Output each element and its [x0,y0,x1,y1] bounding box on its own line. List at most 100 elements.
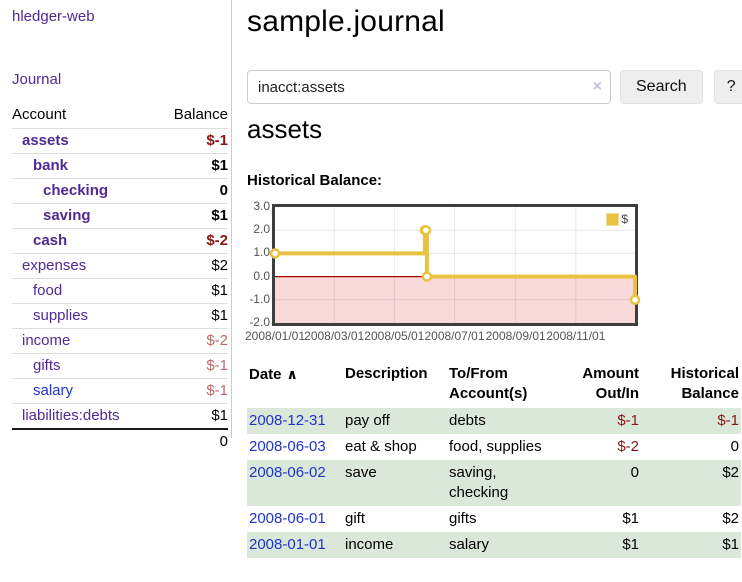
sidebar: hledger-web Journal Account Balance asse… [0,0,232,454]
sort-asc-icon: ∧ [286,366,298,382]
transaction-description: eat & shop [345,438,417,455]
transaction-balance: $-1 [717,412,739,429]
accounts-total-spacer [12,428,156,454]
x-tick-label: 2008/03/01 [304,329,365,343]
accounts-table-header: Account Balance [12,102,228,129]
transaction-balance: $2 [722,464,739,481]
account-link[interactable]: cash [33,232,68,249]
transaction-date-link[interactable]: 2008-06-02 [249,464,326,481]
account-row: cash $-2 [12,228,228,254]
transaction-row: 2008-06-03 eat & shop food, supplies $-2… [247,434,741,460]
account-balance: $-1 [155,378,228,404]
header-description: Description [345,365,428,382]
search-button[interactable]: Search [620,70,703,104]
account-balance: $-2 [155,328,228,354]
y-tick-label: 2.0 [253,222,270,237]
account-link[interactable]: saving [43,207,91,224]
chart-title: Historical Balance: [247,172,383,189]
header-amount: Amount Out/In [582,365,639,402]
account-link[interactable]: assets [22,132,69,149]
transaction-balance: $2 [722,510,739,527]
transaction-amount: $1 [622,536,639,553]
search-input[interactable] [247,70,611,104]
x-tick-label: 2008/01/01 [244,329,306,343]
transaction-accounts: saving, checking [449,464,509,501]
account-row: food $1 [12,278,228,304]
series-label: $ [621,212,628,226]
account-row: checking 0 [12,178,228,204]
account-link[interactable]: checking [43,182,109,199]
transaction-description: gift [345,510,366,527]
transactions-table: Date ∧ Description To/From Account(s) Amo… [247,360,741,558]
y-tick-label: 3.0 [253,199,270,213]
account-row: saving $1 [12,203,228,229]
transaction-accounts: food, supplies [449,438,542,455]
accounts-total-value: 0 [155,428,228,454]
account-balance: $1 [155,403,228,429]
account-link[interactable]: income [22,332,71,349]
account-link[interactable]: salary [33,382,74,399]
transaction-balance: $1 [722,536,739,553]
transaction-amount: 0 [630,464,639,481]
transaction-description: save [345,464,377,481]
transaction-amount: $1 [622,510,639,527]
account-balance: $1 [155,153,228,179]
historical-balance-chart: 3.0 2.0 1.0 0.0 -1.0 -2.0 $ 2008/01/01 2008/03… [240,199,700,345]
transaction-description: pay off [345,412,390,429]
account-row: supplies $1 [12,303,228,329]
accounts-table: Account Balance assets $-1 bank $1 check… [12,102,228,454]
account-link[interactable]: supplies [33,307,89,324]
app-title-link[interactable]: hledger-web [12,8,95,25]
account-heading: assets [247,114,323,144]
help-button[interactable]: ? [713,70,742,104]
account-row: assets $-1 [12,128,228,154]
transaction-amount: $-2 [617,438,639,455]
x-tick-label: 2008/11/01 [546,329,606,343]
y-tick-label: -1.0 [249,291,270,306]
chart-canvas [269,207,641,323]
account-balance: $1 [155,278,228,304]
chart-plot: $ [269,204,641,326]
account-row: bank $1 [12,153,228,179]
transaction-amount: $-1 [617,412,639,429]
transaction-row: 2008-06-02 save saving, checking 0 $2 [247,460,741,506]
account-row: gifts $-1 [12,353,228,379]
header-date: Date ∧ [249,366,298,383]
account-balance: 0 [155,178,228,204]
header-balance: Historical Balance [670,365,739,402]
account-link[interactable]: expenses [22,257,87,274]
sidebar-item-journal[interactable]: Journal [12,71,62,88]
transaction-row: 2008-12-31 pay off debts $-1 $-1 [247,408,741,434]
account-link[interactable]: gifts [33,357,61,374]
transaction-date-link[interactable]: 2008-12-31 [249,412,326,429]
transaction-date-link[interactable]: 2008-06-03 [249,438,326,455]
account-row: liabilities:debts $1 [12,403,228,429]
accounts-total-row: 0 [12,428,228,454]
y-tick-label: 0.0 [253,268,270,283]
account-balance: $-2 [155,228,228,254]
transaction-accounts: gifts [449,510,477,527]
account-link[interactable]: food [33,282,63,299]
transactions-header-row: Date ∧ Description To/From Account(s) Amo… [247,360,741,408]
account-row: expenses $2 [12,253,228,279]
account-row: salary $-1 [12,378,228,404]
clear-search-icon[interactable]: × [592,78,602,95]
transaction-date-link[interactable]: 2008-06-01 [249,510,326,527]
series-swatch-icon [606,212,620,226]
account-balance: $1 [155,203,228,229]
account-balance: $1 [155,303,228,329]
chart-legend: $ [604,211,630,227]
transaction-accounts: salary [449,536,490,553]
accounts-header-balance: Balance [173,106,228,123]
x-tick-label: 2008/07/01 [424,329,485,343]
y-tick-label: -2.0 [249,315,270,329]
header-accounts: To/From Account(s) [449,365,528,402]
transaction-date-link[interactable]: 2008-01-01 [249,536,326,553]
transaction-description: income [345,536,394,553]
transaction-accounts: debts [449,412,486,429]
y-tick-label: 1.0 [253,245,270,260]
account-balance: $-1 [155,128,228,154]
transaction-balance: 0 [730,438,739,455]
account-link[interactable]: bank [33,157,69,174]
account-link[interactable]: liabilities:debts [22,407,120,424]
